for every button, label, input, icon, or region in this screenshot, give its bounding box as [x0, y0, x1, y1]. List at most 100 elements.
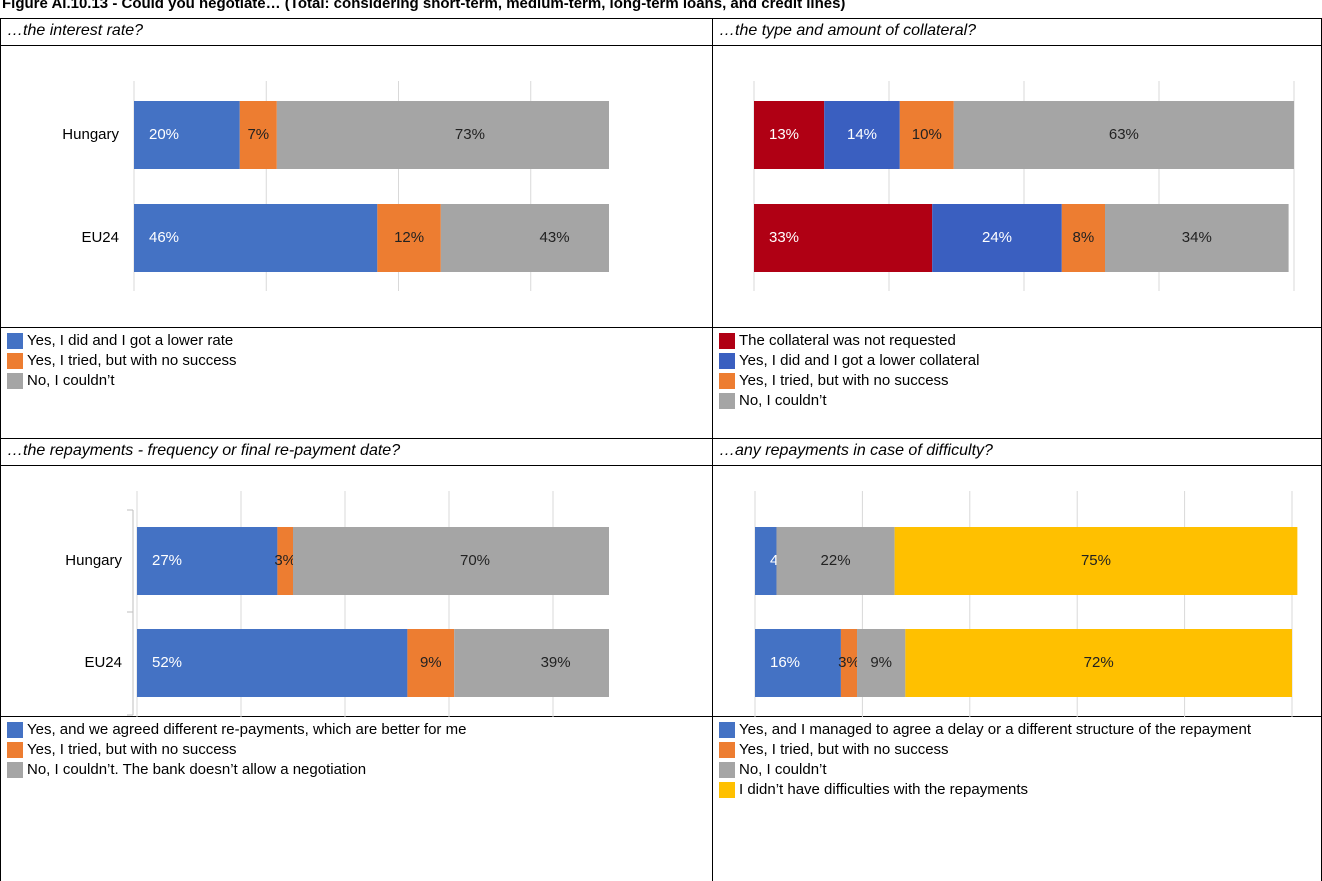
border: [712, 18, 713, 881]
legend-text: Yes, I did and I got a lower collateral: [739, 352, 980, 369]
data-label: 39%: [541, 654, 571, 671]
legend-text: Yes, I tried, but with no success: [27, 741, 237, 758]
panel-title: …the interest rate?: [7, 22, 144, 39]
chart: 13% 14% 10% 63% 33% 24% 8% 34%: [753, 81, 1295, 291]
chart: Hungary EU24 20% 7% 73% 46% 12% 43%: [62, 81, 609, 291]
data-label: 52%: [152, 654, 182, 671]
legend-item: Yes, and I managed to agree a delay or a…: [719, 720, 1321, 740]
legend-item: Yes, I tried, but with no success: [7, 740, 609, 760]
bar-segment: [899, 101, 954, 169]
bar-segment: [454, 629, 609, 697]
bar-segment: [905, 629, 1292, 697]
data-label: 14%: [847, 126, 877, 143]
data-label: 73%: [455, 126, 485, 143]
data-label: 3%: [838, 654, 860, 671]
category-label: EU24: [84, 654, 122, 671]
panel-title: …the repayments - frequency or final re-…: [7, 442, 401, 459]
data-label: 12%: [394, 229, 424, 246]
legend-swatch: [719, 762, 735, 778]
panel-title: …the type and amount of collateral?: [719, 22, 977, 39]
bar-segment: [894, 527, 1298, 595]
legend-item: No, I couldn’t: [719, 391, 1321, 411]
chart: Hungary EU24 27% 3% 70% 52% 9% 39%: [65, 491, 609, 717]
legend-item: Yes, I tried, but with no success: [719, 740, 1321, 760]
bar-segment: [1061, 204, 1105, 272]
legend-text: The collateral was not requested: [739, 332, 956, 349]
data-label: 9%: [870, 654, 892, 671]
bar-segment: [277, 527, 293, 595]
data-label: 46%: [149, 229, 179, 246]
legend: Yes, and I managed to agree a delay or a…: [713, 716, 1321, 800]
bar-segment: [776, 527, 895, 595]
legend-swatch: [7, 373, 23, 389]
panel-title: …any repayments in case of difficulty?: [719, 442, 993, 459]
legend-swatch: [719, 393, 735, 409]
chart: 4%22%75%16%3%9%72%: [754, 491, 1298, 717]
figure-title: Figure AI.10.13 - Could you negotiate… (…: [2, 0, 846, 12]
legend-swatch: [719, 782, 735, 798]
category-label: Hungary: [62, 126, 119, 143]
data-label: 16%: [770, 654, 800, 671]
legend: Yes, I did and I got a lower rate Yes, I …: [1, 327, 609, 391]
data-label: 7%: [247, 126, 269, 143]
bar-segment: [137, 629, 408, 697]
bar-segment: [755, 629, 841, 697]
legend-text: Yes, I tried, but with no success: [739, 372, 949, 389]
legend-item: No, I couldn’t: [719, 760, 1321, 780]
data-label: 75%: [1081, 552, 1111, 569]
legend-item: I didn’t have difficulties with the repa…: [719, 780, 1321, 800]
legend-text: Yes, I tried, but with no success: [27, 352, 237, 369]
data-label: 33%: [769, 229, 799, 246]
data-label: 72%: [1084, 654, 1114, 671]
border: [0, 18, 1322, 19]
legend-text: Yes, and we agreed different re-payments…: [27, 721, 467, 738]
bar-segment: [824, 101, 900, 169]
border: [0, 716, 1322, 717]
legend-swatch: [719, 722, 735, 738]
data-label: 70%: [460, 552, 490, 569]
bar-segment: [239, 101, 277, 169]
data-label: 8%: [1073, 229, 1095, 246]
data-label: 20%: [149, 126, 179, 143]
legend-swatch: [7, 333, 23, 349]
legend-swatch: [719, 353, 735, 369]
border: [0, 18, 1, 881]
bar-segment: [293, 527, 609, 595]
bar-segment: [440, 204, 609, 272]
legend-swatch: [7, 353, 23, 369]
data-label: 24%: [982, 229, 1012, 246]
bar-segment: [953, 101, 1294, 169]
category-label: Hungary: [65, 552, 122, 569]
bar-segment: [1105, 204, 1289, 272]
legend-item: Yes, I tried, but with no success: [7, 351, 609, 371]
legend-text: I didn’t have difficulties with the repa…: [739, 781, 1029, 798]
legend-item: No, I couldn’t. The bank doesn’t allow a…: [7, 760, 609, 780]
bar-segment: [276, 101, 609, 169]
bar-segment: [755, 527, 777, 595]
bar-segment: [932, 204, 1062, 272]
legend-text: No, I couldn’t. The bank doesn’t allow a…: [27, 761, 367, 778]
legend-item: Yes, I did and I got a lower collateral: [719, 351, 1321, 371]
legend-swatch: [7, 722, 23, 738]
legend-item: Yes, and we agreed different re-payments…: [7, 720, 609, 740]
data-label: 9%: [420, 654, 442, 671]
border: [0, 465, 1322, 466]
legend: Yes, and we agreed different re-payments…: [1, 716, 609, 780]
bar-segment: [840, 629, 858, 697]
data-label: 22%: [821, 552, 851, 569]
legend-text: No, I couldn’t: [27, 372, 115, 389]
bar-segment: [754, 204, 933, 272]
data-label: 43%: [540, 229, 570, 246]
bar-segment: [137, 527, 278, 595]
border: [0, 438, 1322, 439]
bar-segment: [407, 629, 455, 697]
legend-text: Yes, and I managed to agree a delay or a…: [739, 721, 1251, 738]
bar-segment: [377, 204, 441, 272]
legend-item: Yes, I did and I got a lower rate: [7, 331, 609, 351]
legend-swatch: [719, 333, 735, 349]
bar-segment: [754, 101, 825, 169]
legend-item: No, I couldn’t: [7, 371, 609, 391]
legend-text: No, I couldn’t: [739, 761, 827, 778]
data-label: 10%: [912, 126, 942, 143]
legend-text: No, I couldn’t: [739, 392, 827, 409]
